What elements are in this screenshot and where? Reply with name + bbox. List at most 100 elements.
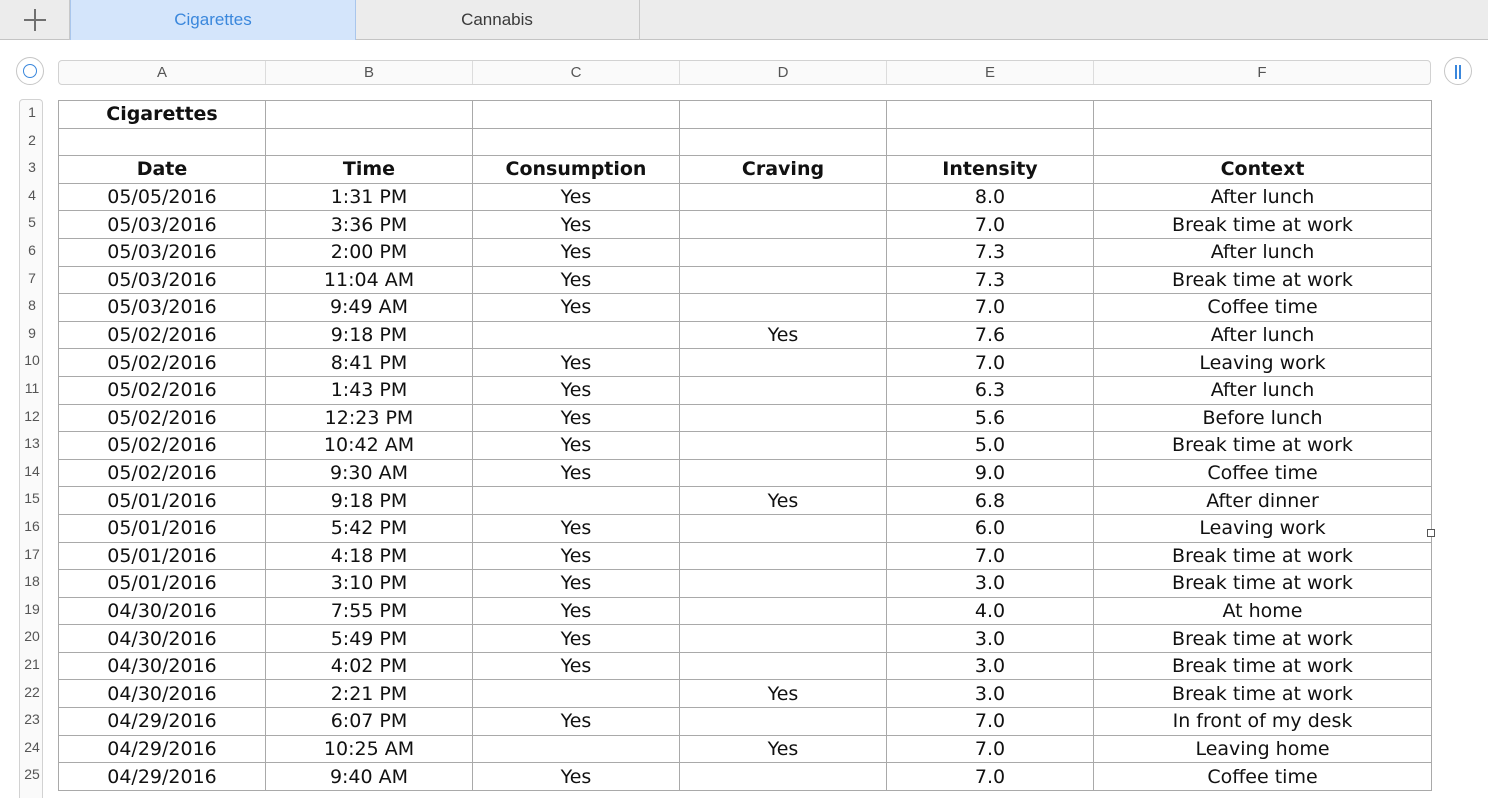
table-cell-consumption[interactable]: Yes <box>472 651 680 681</box>
row-header[interactable]: 1 <box>28 104 36 120</box>
table-cell-context[interactable]: Break time at work <box>1093 679 1432 709</box>
row-header[interactable]: 12 <box>24 407 40 424</box>
table-cell-time[interactable]: 3:36 PM <box>265 210 473 239</box>
table-cell-consumption[interactable]: Yes <box>472 403 680 433</box>
table-cell-context[interactable]: Break time at work <box>1093 624 1432 653</box>
table-cell-context[interactable]: Coffee time <box>1093 458 1432 488</box>
table-cell-date[interactable]: 05/01/2016 <box>58 513 266 543</box>
table-cell-date[interactable]: 05/02/2016 <box>58 320 266 350</box>
table-cell-date[interactable]: 04/29/2016 <box>58 762 266 791</box>
table-cell[interactable] <box>886 100 1094 129</box>
freeze-columns-button[interactable] <box>1444 57 1472 85</box>
table-cell-intensity[interactable]: 6.8 <box>886 486 1094 515</box>
table-cell-time[interactable]: 9:18 PM <box>265 320 473 350</box>
table-cell-time[interactable]: 2:00 PM <box>265 237 473 267</box>
row-header[interactable]: 24 <box>24 738 40 755</box>
table-cell-context[interactable]: After dinner <box>1093 486 1432 515</box>
table-cell-date[interactable]: 05/02/2016 <box>58 375 266 405</box>
table-cell-date[interactable]: 05/03/2016 <box>58 237 266 267</box>
table-cell-context[interactable]: Leaving work <box>1093 513 1432 543</box>
table-cell-craving[interactable] <box>679 624 887 653</box>
column-header-e[interactable]: E <box>887 61 1094 84</box>
row-header[interactable]: 7 <box>28 269 36 286</box>
row-header[interactable]: 16 <box>24 518 40 534</box>
column-header-b[interactable]: B <box>266 61 473 84</box>
table-cell-intensity[interactable]: 3.0 <box>886 679 1094 709</box>
table-cell-date[interactable]: 05/01/2016 <box>58 486 266 515</box>
table-cell-time[interactable]: 10:42 AM <box>265 431 473 460</box>
header-cell-date[interactable]: Date <box>58 155 266 184</box>
table-cell-craving[interactable] <box>679 762 887 791</box>
row-header[interactable]: 4 <box>28 186 36 203</box>
table-cell-date[interactable]: 05/03/2016 <box>58 265 266 295</box>
table-cell-context[interactable]: At home <box>1093 596 1432 626</box>
table-cell[interactable] <box>679 127 887 157</box>
column-header-d[interactable]: D <box>680 61 887 84</box>
table-cell-time[interactable]: 8:41 PM <box>265 348 473 377</box>
row-header[interactable]: 9 <box>28 324 36 341</box>
table-cell-consumption[interactable]: Yes <box>472 569 680 598</box>
table-cell-date[interactable]: 04/30/2016 <box>58 651 266 681</box>
tab-cigarettes[interactable]: Cigarettes <box>70 0 356 40</box>
table-cell-time[interactable]: 2:21 PM <box>265 679 473 709</box>
table-cell[interactable] <box>1093 100 1432 129</box>
table-cell-intensity[interactable]: 9.0 <box>886 458 1094 488</box>
table-cell-date[interactable]: 05/01/2016 <box>58 569 266 598</box>
table-cell-consumption[interactable]: Yes <box>472 596 680 626</box>
table-cell-intensity[interactable]: 7.0 <box>886 762 1094 791</box>
table-cell-consumption[interactable]: Yes <box>472 293 680 322</box>
row-header[interactable]: 25 <box>24 766 40 783</box>
table-cell[interactable] <box>1093 127 1432 157</box>
row-header[interactable]: 20 <box>24 628 40 645</box>
table-cell-date[interactable]: 05/03/2016 <box>58 293 266 322</box>
row-header[interactable]: 15 <box>24 490 40 507</box>
table-cell-consumption[interactable]: Yes <box>472 431 680 460</box>
table-cell-time[interactable]: 7:55 PM <box>265 596 473 626</box>
table-cell[interactable] <box>886 127 1094 157</box>
table-cell-intensity[interactable]: 5.6 <box>886 403 1094 433</box>
table-cell[interactable] <box>265 100 473 129</box>
table-cell-date[interactable]: 04/30/2016 <box>58 679 266 709</box>
table-cell-consumption[interactable] <box>472 320 680 350</box>
table-cell-date[interactable]: 05/02/2016 <box>58 403 266 433</box>
table-cell-date[interactable]: 05/03/2016 <box>58 210 266 239</box>
table-cell-date[interactable]: 04/29/2016 <box>58 734 266 764</box>
tab-cannabis[interactable]: Cannabis <box>355 0 640 40</box>
row-header[interactable]: 19 <box>24 600 40 617</box>
table-cell-time[interactable]: 5:42 PM <box>265 513 473 543</box>
row-header[interactable]: 21 <box>24 656 40 672</box>
table-cell-craving[interactable] <box>679 182 887 212</box>
table-cell-date[interactable]: 04/30/2016 <box>58 624 266 653</box>
table-cell-time[interactable]: 4:18 PM <box>265 541 473 571</box>
table-cell-date[interactable]: 04/30/2016 <box>58 596 266 626</box>
table-cell-context[interactable]: Coffee time <box>1093 293 1432 322</box>
table-cell-craving[interactable]: Yes <box>679 679 887 709</box>
table-cell-craving[interactable]: Yes <box>679 320 887 350</box>
table-cell-craving[interactable] <box>679 596 887 626</box>
table-cell[interactable] <box>265 127 473 157</box>
row-header[interactable]: 6 <box>28 242 36 258</box>
table-cell-craving[interactable] <box>679 210 887 239</box>
table-cell-intensity[interactable]: 7.0 <box>886 541 1094 571</box>
table-cell-context[interactable]: Leaving work <box>1093 348 1432 377</box>
table-cell-intensity[interactable]: 5.0 <box>886 431 1094 460</box>
row-header[interactable]: 3 <box>28 159 36 176</box>
row-header[interactable]: 11 <box>24 380 40 396</box>
table-cell-time[interactable]: 11:04 AM <box>265 265 473 295</box>
table-cell-consumption[interactable]: Yes <box>472 513 680 543</box>
row-header[interactable]: 14 <box>24 462 40 479</box>
table-cell-time[interactable]: 4:02 PM <box>265 651 473 681</box>
table-cell-time[interactable]: 6:07 PM <box>265 707 473 736</box>
column-header-a[interactable]: A <box>59 61 266 84</box>
table-cell-context[interactable]: Leaving home <box>1093 734 1432 764</box>
table-cell-date[interactable]: 05/02/2016 <box>58 458 266 488</box>
table-cell[interactable] <box>58 127 266 157</box>
header-cell-consumption[interactable]: Consumption <box>472 155 680 184</box>
row-header[interactable]: 17 <box>24 545 40 562</box>
table-cell-consumption[interactable]: Yes <box>472 762 680 791</box>
table-cell-intensity[interactable]: 7.0 <box>886 734 1094 764</box>
table-cell-intensity[interactable]: 4.0 <box>886 596 1094 626</box>
table-cell-context[interactable]: In front of my desk <box>1093 707 1432 736</box>
table-cell-craving[interactable] <box>679 541 887 571</box>
table-cell-consumption[interactable]: Yes <box>472 237 680 267</box>
